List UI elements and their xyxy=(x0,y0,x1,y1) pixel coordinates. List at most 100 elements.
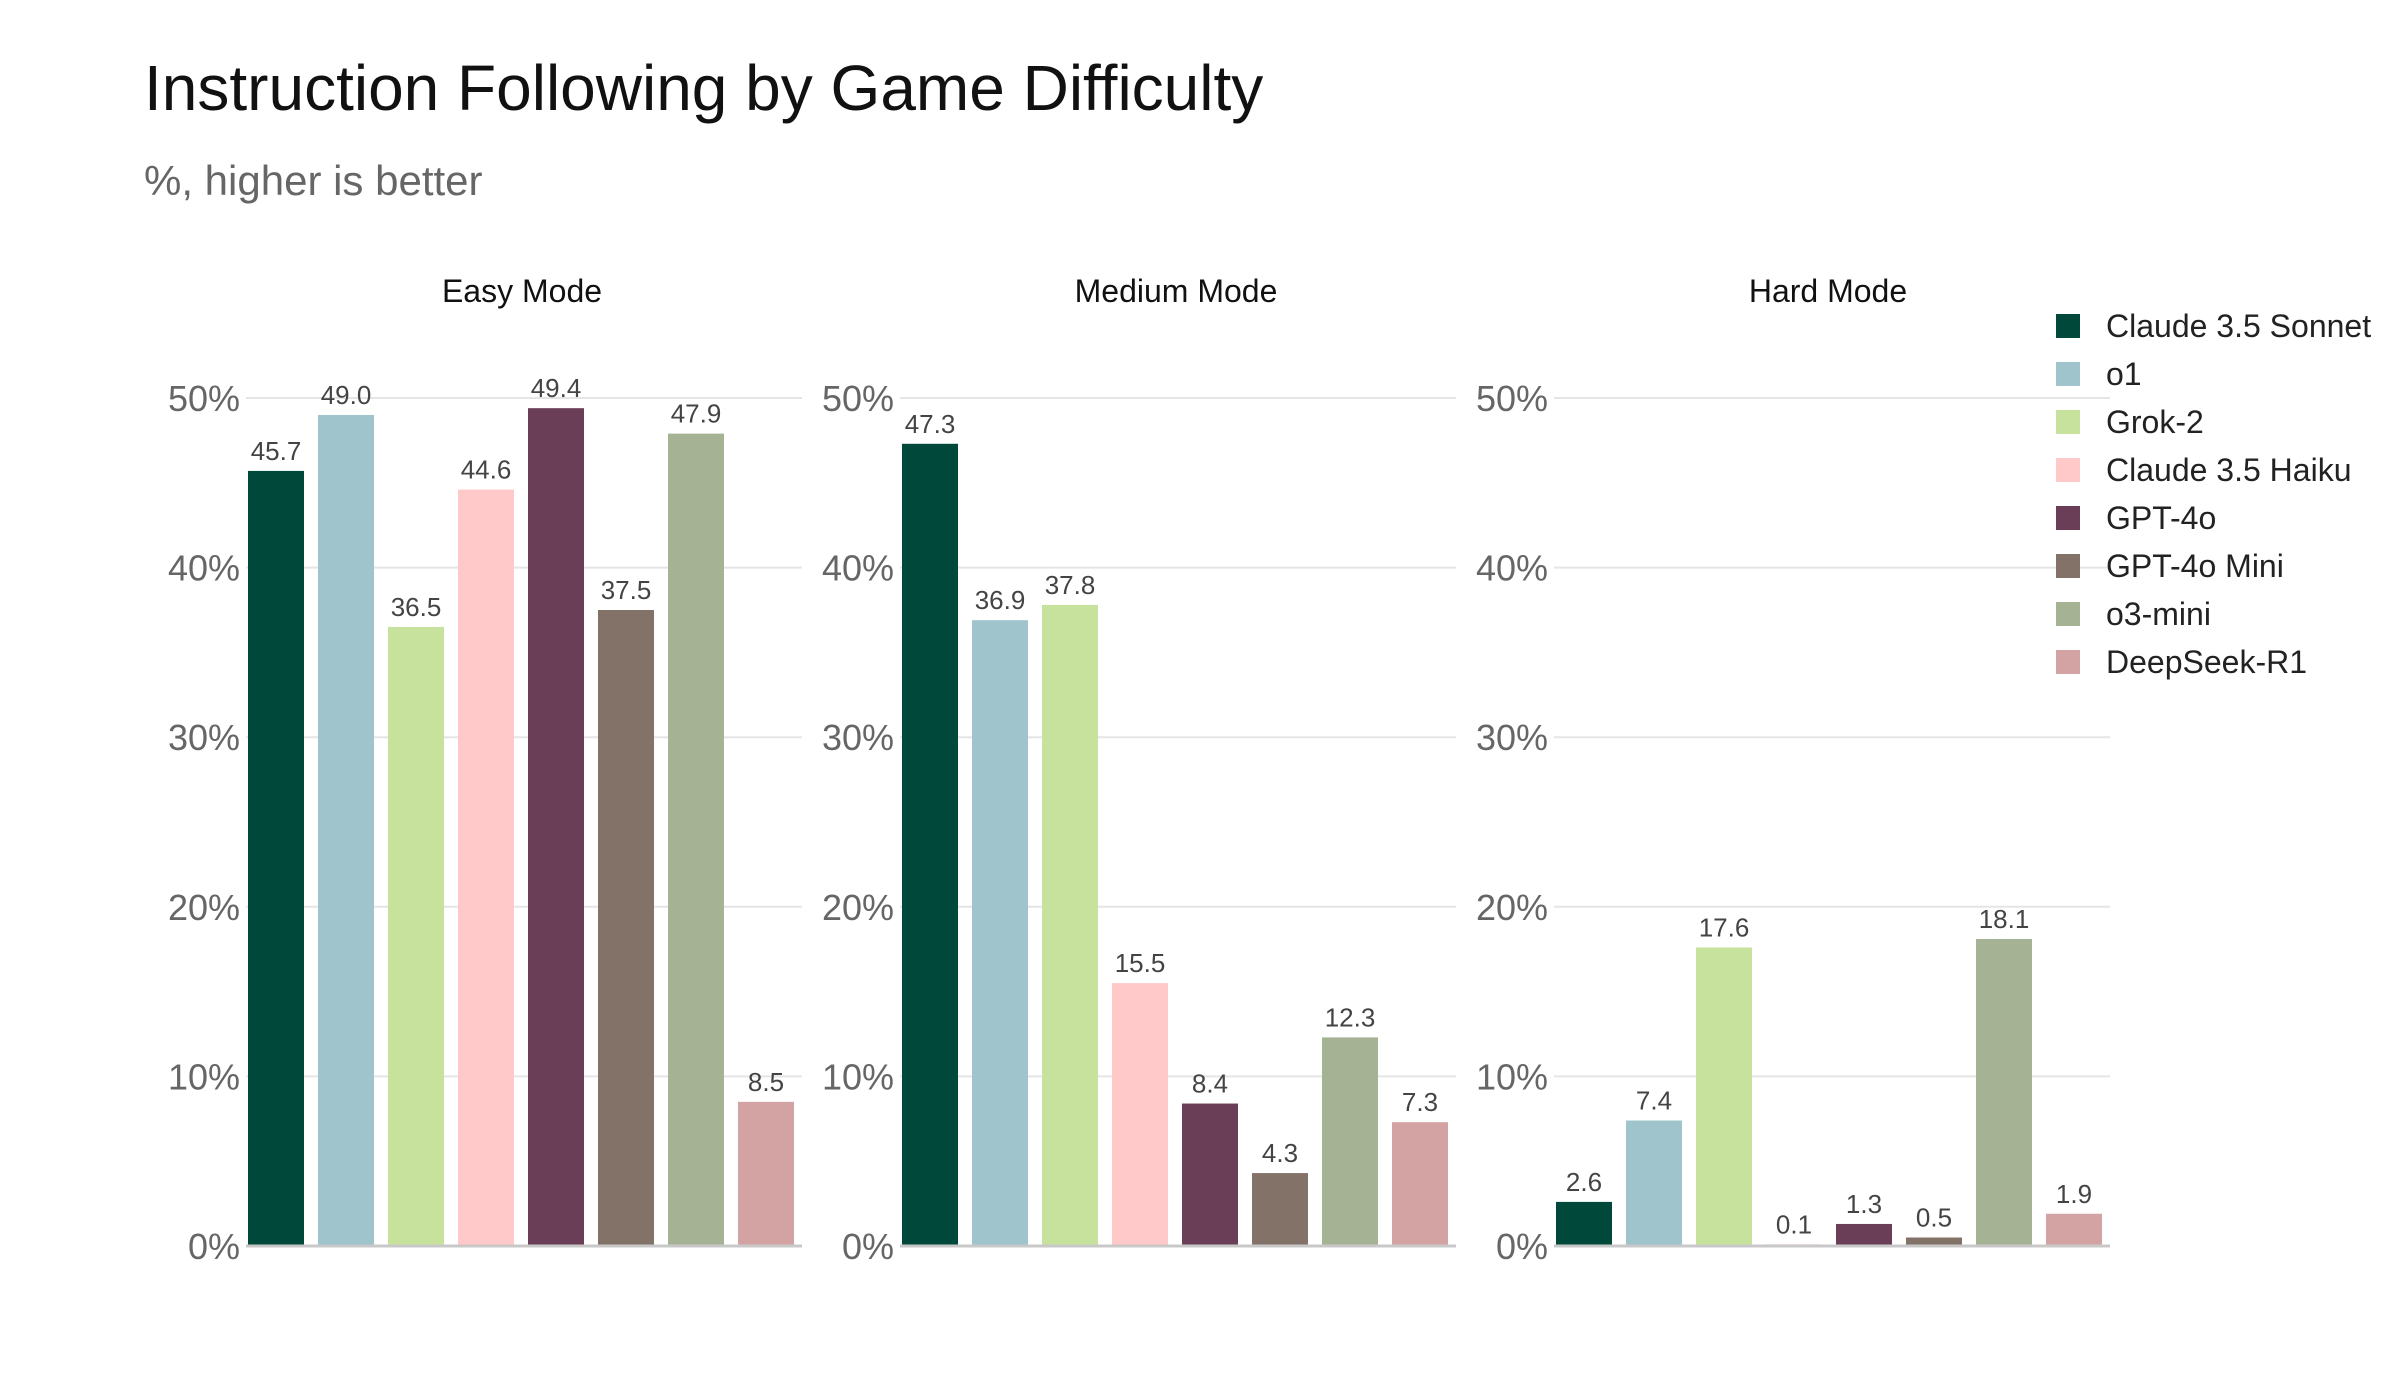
bar-claude-3-5-sonnet xyxy=(902,443,958,1246)
legend-swatch xyxy=(2056,650,2080,674)
bar-claude-3-5-sonnet xyxy=(1556,1201,1612,1246)
bar-value-label: 44.6 xyxy=(461,455,512,485)
bar-deepseek-r1 xyxy=(738,1101,794,1246)
y-tick-label: 30% xyxy=(168,717,240,758)
y-tick-label: 20% xyxy=(168,887,240,928)
legend-item: o3-mini xyxy=(2056,596,2211,632)
legend-swatch xyxy=(2056,506,2080,530)
y-tick-label: 30% xyxy=(822,717,894,758)
y-tick-label: 0% xyxy=(842,1226,894,1267)
bar-value-label: 49.0 xyxy=(321,380,372,410)
bar-claude-3-5-haiku xyxy=(1112,983,1168,1246)
y-tick-label: 40% xyxy=(822,548,894,589)
y-tick-label: 10% xyxy=(168,1056,240,1097)
bar-o3-mini xyxy=(668,433,724,1247)
bar-value-label: 12.3 xyxy=(1325,1002,1376,1032)
bar-claude-3-5-sonnet xyxy=(248,470,304,1247)
legend-swatch xyxy=(2056,314,2080,338)
legend-swatch xyxy=(2056,362,2080,386)
y-tick-label: 50% xyxy=(822,378,894,419)
y-tick-label: 50% xyxy=(168,378,240,419)
bar-value-label: 7.4 xyxy=(1636,1085,1672,1115)
bar-value-label: 36.5 xyxy=(391,592,442,622)
bar-value-label: 8.5 xyxy=(748,1067,784,1097)
y-tick-label: 20% xyxy=(822,887,894,928)
legend-label: Claude 3.5 Haiku xyxy=(2106,452,2351,488)
panel-hard-mode: Hard Mode 0% 10% 20% 30% 40% 50% 2.6 7.4 17.6 0.1 1… xyxy=(1476,273,2110,1267)
legend-swatch xyxy=(2056,458,2080,482)
bar-deepseek-r1 xyxy=(2046,1213,2102,1246)
bar-grok-2 xyxy=(1696,947,1752,1246)
bar-gpt-4o-mini xyxy=(1252,1173,1308,1246)
y-tick-label: 30% xyxy=(1476,717,1548,758)
panel-easy-mode: Easy Mode 0% 10% 20% 30% 40% 50% 45.7 49.0 36.5 44… xyxy=(168,273,802,1267)
y-tick-label: 50% xyxy=(1476,378,1548,419)
panel-medium-mode: Medium Mode 0% 10% 20% 30% 40% 50% 47.3 36.9 37.8… xyxy=(822,273,1456,1267)
bar-o1 xyxy=(318,414,374,1247)
legend-item: Claude 3.5 Haiku xyxy=(2056,452,2351,488)
legend-label: DeepSeek-R1 xyxy=(2106,644,2307,680)
bar-value-label: 36.9 xyxy=(975,585,1026,615)
legend-label: o1 xyxy=(2106,356,2142,392)
bar-value-label: 17.6 xyxy=(1699,913,1750,943)
y-tick-label: 0% xyxy=(188,1226,240,1267)
chart-title: Instruction Following by Game Difficulty xyxy=(144,52,1263,124)
legend-label: GPT-4o Mini xyxy=(2106,548,2284,584)
legend-swatch xyxy=(2056,410,2080,434)
bar-value-label: 18.1 xyxy=(1979,904,2030,934)
legend-item: GPT-4o Mini xyxy=(2056,548,2284,584)
y-tick-label: 40% xyxy=(1476,548,1548,589)
bar-value-label: 37.8 xyxy=(1045,570,1096,600)
y-tick-label: 40% xyxy=(168,548,240,589)
bar-value-label: 47.9 xyxy=(671,399,722,429)
legend-label: Claude 3.5 Sonnet xyxy=(2106,308,2371,344)
bar-value-label: 4.3 xyxy=(1262,1138,1298,1168)
bar-gpt-4o xyxy=(528,408,584,1246)
bar-grok-2 xyxy=(388,626,444,1246)
y-tick-label: 0% xyxy=(1496,1226,1548,1267)
bar-o3-mini xyxy=(1976,939,2032,1246)
bar-value-label: 7.3 xyxy=(1402,1087,1438,1117)
panel-title: Easy Mode xyxy=(442,273,602,309)
bar-value-label: 1.3 xyxy=(1846,1189,1882,1219)
bar-value-label: 1.9 xyxy=(2056,1179,2092,1209)
chart-panels: Easy Mode 0% 10% 20% 30% 40% 50% 45.7 49.0 36.5 44… xyxy=(168,273,2110,1267)
bar-gpt-4o-mini xyxy=(1906,1237,1962,1246)
chart-subtitle: %, higher is better xyxy=(144,157,483,204)
bar-claude-3-5-haiku xyxy=(458,489,514,1247)
bar-value-label: 15.5 xyxy=(1115,948,1166,978)
bar-o1 xyxy=(972,620,1028,1246)
bar-value-label: 0.5 xyxy=(1916,1203,1952,1233)
bar-o3-mini xyxy=(1322,1037,1378,1246)
bar-gpt-4o xyxy=(1182,1103,1238,1246)
legend-label: o3-mini xyxy=(2106,596,2211,632)
bar-value-label: 0.1 xyxy=(1776,1209,1812,1239)
legend-item: Claude 3.5 Sonnet xyxy=(2056,308,2371,344)
bar-value-label: 37.5 xyxy=(601,575,652,605)
bar-value-label: 2.6 xyxy=(1566,1167,1602,1197)
bar-value-label: 47.3 xyxy=(905,409,956,439)
panel-title: Medium Mode xyxy=(1075,273,1278,309)
bar-grok-2 xyxy=(1042,604,1098,1246)
legend: Claude 3.5 Sonnet o1 Grok-2 Claude 3.5 Haik… xyxy=(2056,308,2371,680)
legend-label: GPT-4o xyxy=(2106,500,2216,536)
bar-deepseek-r1 xyxy=(1392,1122,1448,1246)
legend-item: GPT-4o xyxy=(2056,500,2216,536)
panel-title: Hard Mode xyxy=(1749,273,1907,309)
legend-label: Grok-2 xyxy=(2106,404,2204,440)
legend-item: Grok-2 xyxy=(2056,404,2204,440)
y-tick-label: 20% xyxy=(1476,887,1548,928)
bar-o1 xyxy=(1626,1120,1682,1246)
legend-item: o1 xyxy=(2056,356,2142,392)
y-tick-label: 10% xyxy=(1476,1056,1548,1097)
legend-swatch xyxy=(2056,554,2080,578)
bar-value-label: 45.7 xyxy=(251,436,302,466)
y-tick-label: 10% xyxy=(822,1056,894,1097)
bar-value-label: 8.4 xyxy=(1192,1069,1228,1099)
bar-value-label: 49.4 xyxy=(531,373,582,403)
bar-gpt-4o xyxy=(1836,1223,1892,1246)
legend-swatch xyxy=(2056,602,2080,626)
bar-gpt-4o-mini xyxy=(598,610,654,1246)
legend-item: DeepSeek-R1 xyxy=(2056,644,2307,680)
